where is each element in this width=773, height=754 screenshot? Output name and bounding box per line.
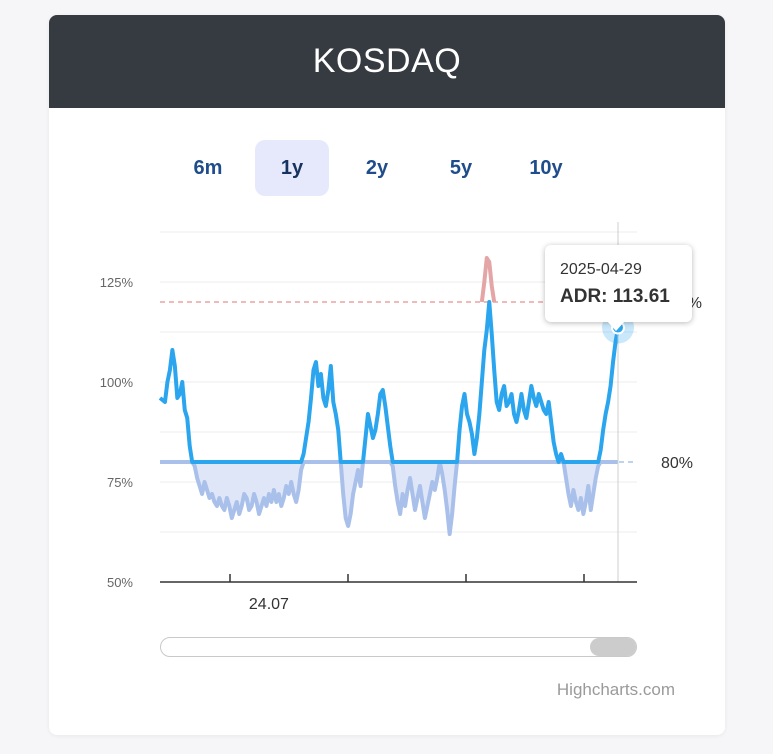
range-5y-button[interactable]: 5y <box>449 156 473 179</box>
scrollbar-thumb[interactable] <box>590 638 636 656</box>
threshold-label-80: 80% <box>661 455 693 472</box>
above-120-line <box>479 256 497 303</box>
y-tick-label: 75% <box>107 475 133 490</box>
tooltip-date: 2025-04-29 <box>560 261 642 278</box>
below-80-area <box>160 462 618 534</box>
tooltip-value: ADR: 113.61 <box>560 286 670 307</box>
chart-card: KOSDAQ 6m 1y 2y 5y 10y 50%75%100%125%120… <box>49 15 725 735</box>
navigator-scrollbar[interactable] <box>160 637 637 657</box>
chart-title: KOSDAQ <box>49 15 725 108</box>
chart-tooltip: 2025-04-29 ADR: 113.61 <box>545 245 692 331</box>
adr-chart[interactable]: 50%75%100%125%120%80%24.0725.04 <box>49 15 725 625</box>
range-6m-button[interactable]: 6m <box>193 156 223 179</box>
range-10y-button[interactable]: 10y <box>529 156 563 179</box>
y-tick-label: 100% <box>100 375 134 390</box>
below-80-line <box>160 460 618 536</box>
adr-line <box>158 300 620 464</box>
x-tick-label: 24.07 <box>249 596 289 613</box>
range-selector: 6m 1y 2y 5y 10y <box>49 140 725 196</box>
y-tick-label: 125% <box>100 275 134 290</box>
range-1y-button[interactable]: 1y <box>255 140 329 196</box>
y-tick-label: 50% <box>107 575 133 590</box>
highcharts-credit-link[interactable]: Highcharts.com <box>556 680 675 699</box>
range-2y-button[interactable]: 2y <box>365 156 389 179</box>
